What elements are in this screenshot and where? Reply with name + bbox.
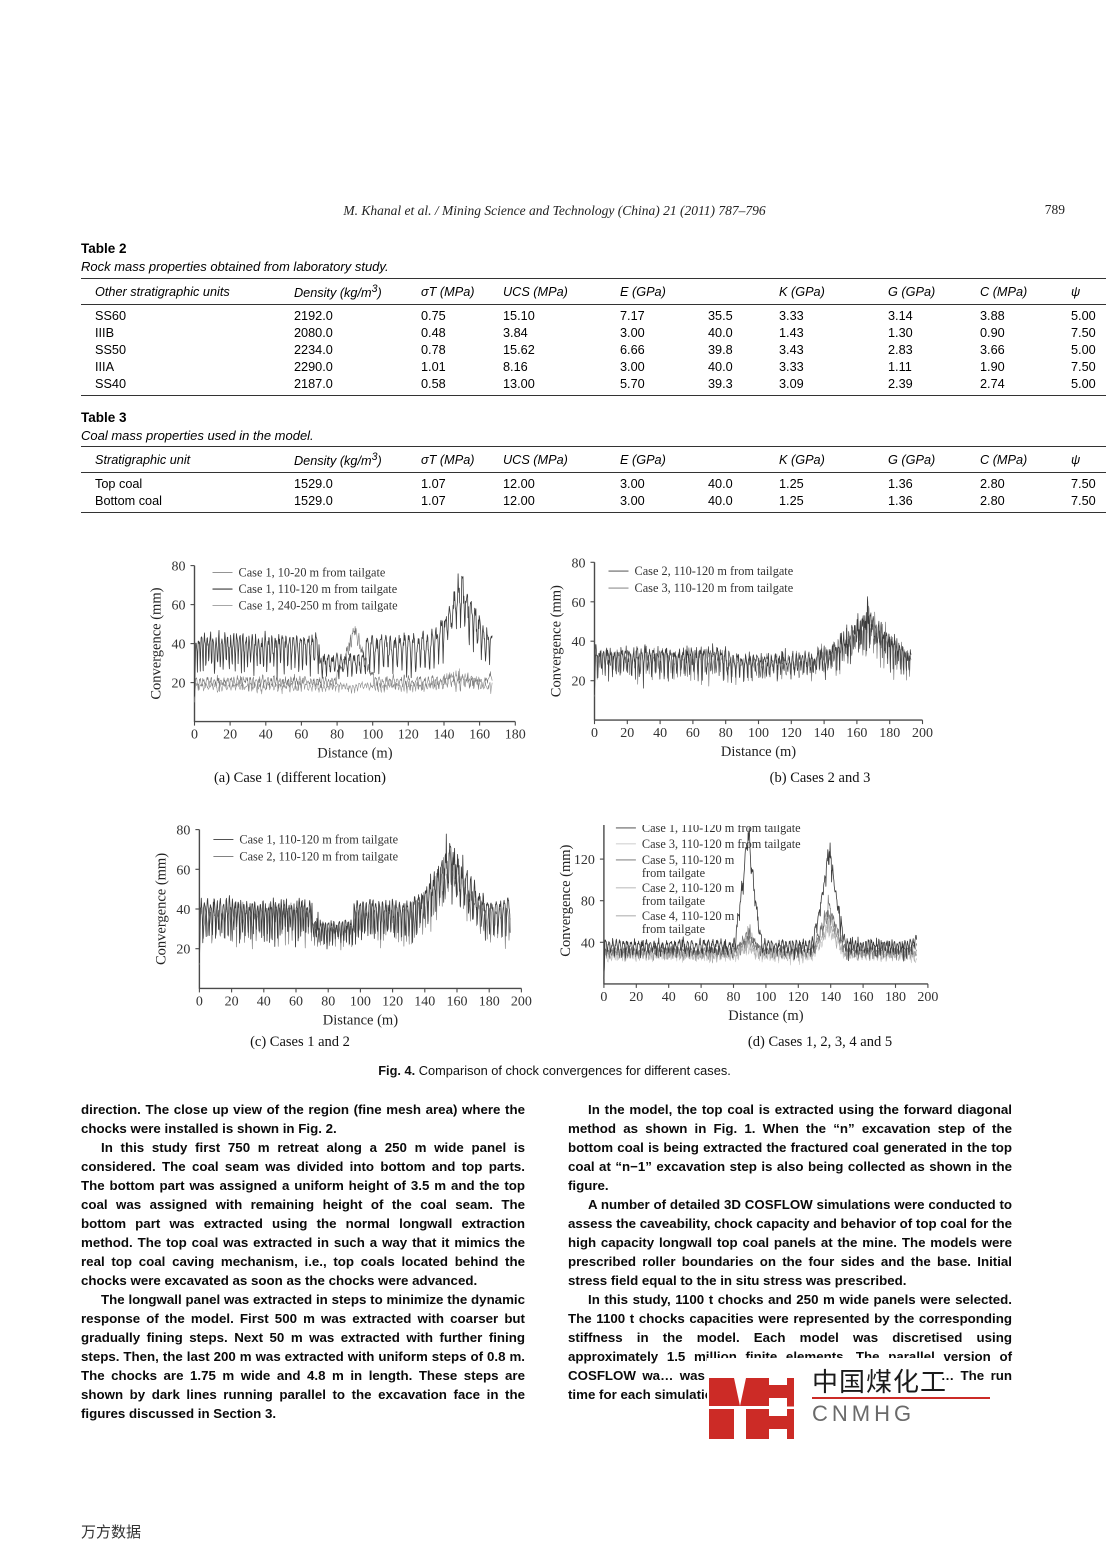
svg-text:140: 140	[414, 994, 435, 1009]
svg-text:Convergence (mm): Convergence (mm)	[549, 585, 565, 697]
svg-text:200: 200	[511, 994, 532, 1009]
svg-text:0: 0	[600, 990, 607, 1005]
svg-text:120: 120	[574, 853, 595, 868]
svg-text:80: 80	[172, 560, 186, 575]
svg-text:Case 5, 110-120 m: Case 5, 110-120 m	[642, 853, 735, 867]
svg-text:0: 0	[191, 728, 198, 743]
svg-text:Case 1, 110-120 m from tailgat: Case 1, 110-120 m from tailgate	[239, 582, 398, 596]
svg-text:Convergence (mm): Convergence (mm)	[153, 853, 169, 965]
svg-text:Distance (m): Distance (m)	[728, 1008, 803, 1024]
svg-text:60: 60	[176, 863, 190, 878]
svg-text:60: 60	[172, 599, 186, 614]
svg-text:80: 80	[727, 990, 741, 1005]
svg-text:100: 100	[755, 990, 776, 1005]
svg-text:from tailgate: from tailgate	[642, 894, 706, 908]
svg-text:120: 120	[781, 726, 802, 741]
svg-text:40: 40	[581, 936, 595, 951]
svg-text:0: 0	[196, 994, 203, 1009]
svg-text:Case 1, 10-20 m from tailgate: Case 1, 10-20 m from tailgate	[239, 566, 386, 580]
svg-text:40: 40	[257, 994, 271, 1009]
svg-text:40: 40	[172, 638, 186, 653]
svg-text:Case 4, 110-120 m: Case 4, 110-120 m	[642, 909, 735, 923]
svg-text:20: 20	[223, 728, 237, 743]
svg-text:160: 160	[574, 825, 595, 827]
svg-text:180: 180	[505, 728, 526, 743]
svg-text:40: 40	[572, 635, 586, 650]
svg-text:120: 120	[398, 728, 419, 743]
svg-text:Case 1, 110-120 m from tailgat: Case 1, 110-120 m from tailgate	[642, 825, 801, 835]
svg-text:140: 140	[820, 990, 841, 1005]
svg-text:Convergence (mm): Convergence (mm)	[558, 844, 574, 956]
svg-text:Case 2, 110-120 m from tailgat: Case 2, 110-120 m from tailgate	[239, 849, 398, 863]
svg-text:80: 80	[330, 728, 344, 743]
svg-text:200: 200	[917, 990, 938, 1005]
svg-text:120: 120	[788, 990, 809, 1005]
svg-text:Distance (m): Distance (m)	[323, 1012, 398, 1028]
svg-text:100: 100	[350, 994, 371, 1009]
svg-text:180: 180	[479, 994, 500, 1009]
svg-text:160: 160	[853, 990, 874, 1005]
svg-text:80: 80	[719, 726, 733, 741]
svg-text:200: 200	[912, 726, 933, 741]
svg-text:from tailgate: from tailgate	[642, 922, 706, 936]
svg-text:Distance (m): Distance (m)	[721, 744, 796, 760]
svg-text:20: 20	[629, 990, 643, 1005]
svg-text:80: 80	[572, 556, 586, 571]
svg-text:160: 160	[447, 994, 468, 1009]
svg-text:80: 80	[321, 994, 335, 1009]
svg-text:Case 2, 110-120 m from tailgat: Case 2, 110-120 m from tailgate	[635, 564, 794, 578]
svg-text:180: 180	[879, 726, 900, 741]
svg-text:180: 180	[885, 990, 906, 1005]
svg-text:20: 20	[176, 943, 190, 958]
svg-text:Distance (m): Distance (m)	[317, 746, 392, 760]
svg-text:60: 60	[572, 596, 586, 611]
svg-text:20: 20	[225, 994, 239, 1009]
svg-text:Case 3, 110-120 m from tailgat: Case 3, 110-120 m from tailgate	[635, 581, 794, 595]
svg-text:100: 100	[362, 728, 383, 743]
svg-text:40: 40	[176, 903, 190, 918]
svg-text:60: 60	[686, 726, 700, 741]
svg-text:Case 1, 240-250 m from tailgat: Case 1, 240-250 m from tailgate	[239, 599, 399, 613]
svg-text:Convergence (mm): Convergence (mm)	[149, 587, 165, 699]
svg-text:20: 20	[620, 726, 634, 741]
svg-text:120: 120	[382, 994, 403, 1009]
svg-text:40: 40	[653, 726, 667, 741]
svg-text:60: 60	[289, 994, 303, 1009]
svg-text:160: 160	[469, 728, 490, 743]
svg-text:Case 3, 110-120 m from tailgat: Case 3, 110-120 m from tailgate	[642, 837, 801, 851]
svg-text:80: 80	[176, 825, 190, 839]
svg-text:60: 60	[694, 990, 708, 1005]
svg-text:140: 140	[814, 726, 835, 741]
svg-text:Case 2, 110-120 m: Case 2, 110-120 m	[642, 881, 735, 895]
svg-text:60: 60	[294, 728, 308, 743]
svg-text:20: 20	[572, 675, 586, 690]
svg-text:140: 140	[434, 728, 455, 743]
svg-text:160: 160	[846, 726, 867, 741]
svg-text:80: 80	[581, 895, 595, 910]
svg-text:40: 40	[662, 990, 676, 1005]
svg-text:20: 20	[172, 677, 186, 692]
svg-text:from tailgate: from tailgate	[642, 866, 706, 880]
svg-text:100: 100	[748, 726, 769, 741]
svg-text:Case 1, 110-120 m from tailgat: Case 1, 110-120 m from tailgate	[239, 832, 398, 846]
svg-text:0: 0	[591, 726, 598, 741]
svg-text:40: 40	[259, 728, 273, 743]
